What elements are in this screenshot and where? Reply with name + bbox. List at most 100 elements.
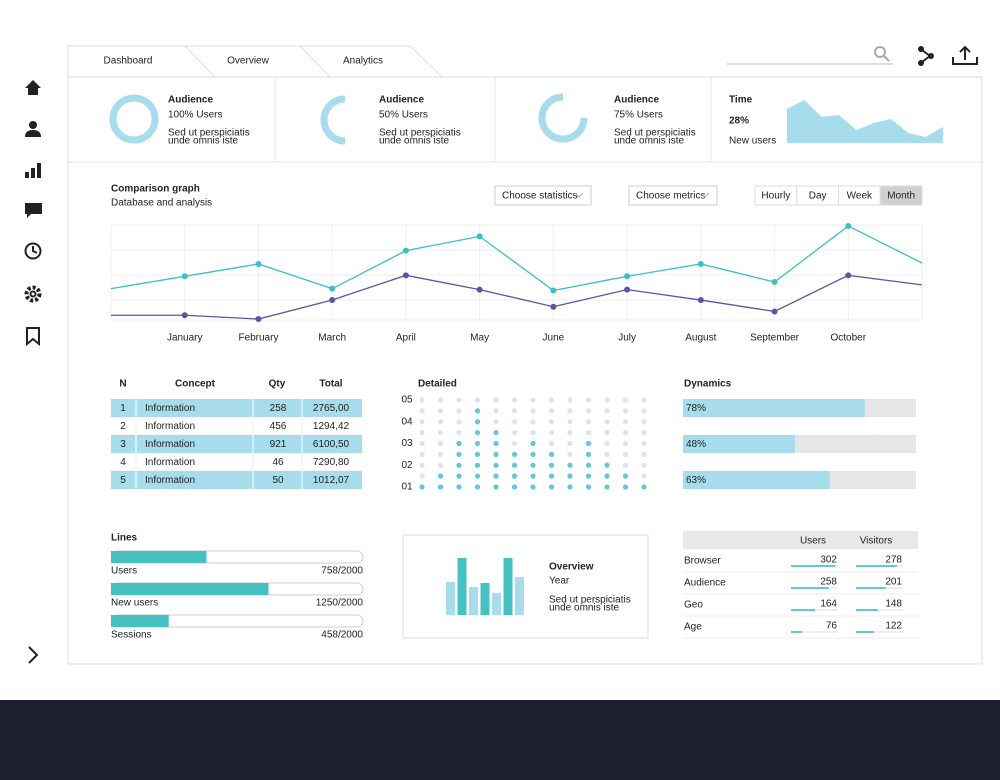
line-point: [697, 297, 704, 304]
mini-bar: [856, 587, 886, 589]
table-cell: 2765,00: [313, 403, 350, 414]
dot: [493, 440, 499, 447]
upload-icon[interactable]: [952, 45, 978, 65]
table-header: Users: [800, 536, 826, 547]
donut: [320, 95, 370, 145]
card-description: Sed ut perspiciatis: [614, 128, 696, 139]
table-header-bar: [683, 531, 918, 549]
line-point: [624, 286, 631, 293]
dot: [419, 484, 425, 490]
dot: [474, 451, 481, 457]
dot-column: [530, 397, 536, 490]
table-cell: 50: [272, 475, 284, 486]
dot: [456, 473, 462, 479]
watermark-band: [0, 700, 1000, 780]
dot: [585, 397, 592, 403]
table-cell: 258: [270, 403, 287, 414]
donut: [109, 94, 159, 144]
table-cell: 4: [120, 457, 126, 468]
line-point: [550, 303, 557, 310]
table-header: N: [119, 379, 126, 390]
dot: [474, 430, 481, 436]
period-button[interactable]: [879, 185, 923, 206]
dot: [585, 430, 592, 436]
bar-label: 78%: [686, 403, 706, 414]
dot: [419, 440, 425, 447]
line-point: [845, 272, 852, 279]
table-row: [111, 471, 362, 489]
dot: [474, 397, 481, 403]
dot: [567, 484, 573, 490]
dot: [604, 430, 610, 436]
mini-bar: [856, 631, 874, 633]
dot: [548, 473, 555, 479]
dot: [567, 473, 573, 479]
bookmark-icon[interactable]: [26, 327, 40, 347]
share-icon[interactable]: [918, 46, 934, 66]
settings-icon[interactable]: [24, 285, 42, 303]
table-row: [111, 417, 362, 435]
clock-icon[interactable]: [24, 242, 42, 260]
user-icon[interactable]: [25, 121, 41, 137]
cell-value: 278: [885, 555, 902, 566]
dot: [530, 473, 536, 479]
section-title: Detailed: [418, 379, 457, 390]
dot-column: [641, 397, 647, 490]
mini-bar: [791, 609, 816, 611]
dropdown-label: Choose statistics: [502, 191, 578, 202]
dot: [456, 451, 462, 457]
dot: [511, 484, 518, 490]
table-cell: 921: [270, 439, 287, 450]
bar-label: 63%: [686, 475, 706, 486]
x-tick-label: April: [396, 333, 416, 344]
dot: [456, 408, 462, 414]
dot: [493, 462, 499, 468]
line-point: [476, 286, 483, 293]
card-caption: New users: [729, 136, 776, 147]
mini-bar: [856, 565, 897, 567]
watermark-brand: VectorStock: [30, 737, 74, 748]
dropdown-arrow: [700, 192, 710, 198]
dot: [530, 408, 536, 414]
mini-bar: [856, 609, 878, 611]
dot: [511, 462, 518, 468]
dot: [567, 397, 573, 403]
dropdown-label: Choose metrics: [636, 191, 705, 202]
home-icon[interactable]: [25, 80, 41, 95]
progress-value: 758/2000: [321, 566, 363, 577]
y-tick-label: 01: [401, 482, 413, 493]
table-cell: 456: [270, 421, 287, 432]
table-cell: Information: [145, 439, 195, 450]
dot-column: [456, 397, 462, 490]
messages-icon[interactable]: [25, 203, 42, 218]
dot: [641, 484, 647, 490]
sidebar: [24, 80, 42, 664]
bar-label: 48%: [686, 439, 706, 450]
dot: [437, 397, 444, 403]
line-point: [476, 233, 483, 240]
table-row: [111, 435, 362, 453]
dot-column: [622, 397, 629, 490]
bar: [683, 399, 865, 417]
dot: [437, 451, 444, 457]
dropdown[interactable]: [628, 185, 718, 206]
bar: [492, 593, 501, 615]
progress-value: 458/2000: [321, 630, 363, 641]
dot: [622, 473, 629, 479]
progress-bar: [111, 583, 269, 595]
dot: [641, 397, 647, 403]
row-label: Browser: [684, 556, 721, 567]
expand-icon[interactable]: [28, 646, 39, 664]
dot: [437, 408, 444, 414]
line-point: [697, 260, 704, 267]
stats-icon[interactable]: [25, 163, 41, 178]
dot: [530, 440, 536, 447]
cell-value: 76: [826, 621, 838, 632]
row-label: Age: [684, 622, 702, 633]
dropdown[interactable]: [494, 185, 592, 206]
dot-column: [604, 397, 610, 490]
search-icon[interactable]: [874, 46, 890, 62]
line-point: [255, 316, 262, 323]
dot: [585, 451, 592, 457]
dot: [604, 451, 610, 457]
